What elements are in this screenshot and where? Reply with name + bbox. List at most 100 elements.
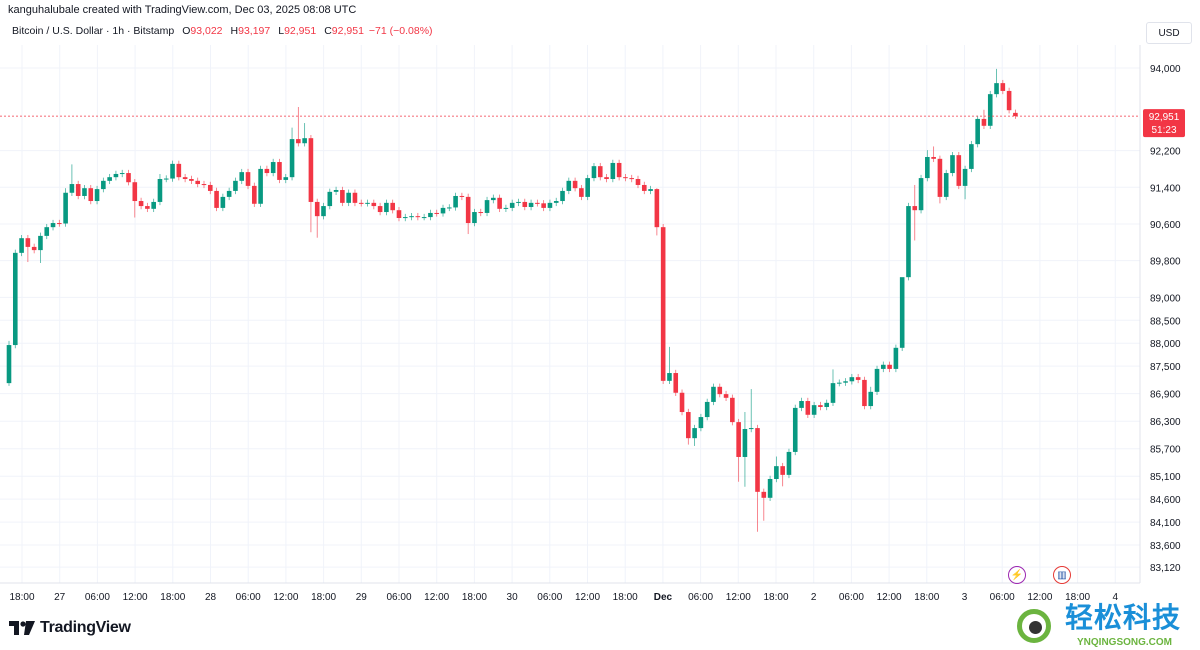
- time-tick-label: 06:00: [990, 592, 1015, 603]
- candle-body: [799, 401, 804, 408]
- candle: [415, 212, 421, 221]
- candle-body: [635, 179, 641, 185]
- candle: [333, 186, 339, 196]
- candle-body: [12, 252, 18, 346]
- candle: [195, 177, 200, 188]
- price-tick-label: 89,000: [1150, 293, 1181, 304]
- candle: [975, 115, 980, 148]
- candle-body: [176, 163, 182, 178]
- candle: [692, 424, 697, 446]
- currency-button[interactable]: USD: [1146, 22, 1192, 44]
- candle: [94, 185, 100, 205]
- price-tick-label: 84,100: [1150, 518, 1181, 529]
- time-tick-label: 12:00: [575, 592, 600, 603]
- candle: [340, 186, 345, 207]
- time-tick-label: 06:00: [85, 592, 110, 603]
- symbol-legend: Bitcoin / U.S. Dollar · 1h · Bitstamp O9…: [6, 21, 439, 41]
- candle-body: [207, 184, 213, 191]
- candle: [365, 199, 370, 207]
- candle: [264, 165, 270, 177]
- candle: [38, 232, 43, 263]
- candle: [75, 180, 81, 200]
- candle-body: [101, 180, 106, 190]
- candle-body: [704, 401, 710, 418]
- price-tick-label: 89,800: [1150, 257, 1181, 268]
- time-tick-label: 12:00: [123, 592, 148, 603]
- candle: [572, 177, 578, 192]
- price-axis[interactable]: 94,000 92,200 91,400 90,600 89,800 89,000 88,5…: [1150, 64, 1181, 574]
- candle-body: [535, 202, 540, 204]
- candle: [585, 174, 590, 201]
- candle-body: [396, 210, 402, 218]
- earnings-flash-icon[interactable]: ⚡: [1008, 566, 1026, 584]
- candle-body: [925, 156, 930, 179]
- candle-body: [780, 466, 785, 475]
- tradingview-logo[interactable]: TradingView: [9, 619, 131, 637]
- candle: [843, 378, 848, 386]
- candle: [57, 219, 62, 227]
- candle-body: [50, 223, 56, 228]
- candle-body: [226, 190, 232, 197]
- candle: [245, 168, 251, 190]
- time-tick-label: 18:00: [462, 592, 487, 603]
- candle: [503, 204, 509, 213]
- candle-body: [163, 178, 169, 180]
- candle-body: [893, 347, 899, 369]
- candle: [925, 150, 930, 182]
- candle: [616, 159, 622, 181]
- candle: [767, 475, 773, 502]
- open-value: 93,022: [190, 25, 223, 37]
- price-tick-label: 84,600: [1150, 495, 1181, 506]
- time-tick-label: 27: [54, 592, 66, 603]
- candle-body: [31, 246, 37, 251]
- candle-body: [956, 155, 962, 186]
- time-tick-label: 06:00: [537, 592, 562, 603]
- candle-body: [145, 206, 150, 209]
- candle: [799, 397, 804, 412]
- candle-body: [686, 412, 691, 439]
- candle: [440, 204, 446, 217]
- candle-body: [233, 180, 238, 191]
- candle: [950, 151, 955, 177]
- candle-body: [792, 407, 798, 452]
- candle: [157, 173, 163, 206]
- time-tick-label: 06:00: [236, 592, 261, 603]
- us-economic-event-icon[interactable]: ▥: [1053, 566, 1071, 584]
- candle-body: [786, 451, 792, 475]
- price-tick-label: 87,500: [1150, 362, 1181, 373]
- candle: [792, 404, 798, 456]
- candle-body: [75, 184, 81, 196]
- time-tick-label: 4: [1113, 592, 1119, 603]
- candle: [811, 401, 817, 418]
- close-value: 92,951: [331, 25, 364, 37]
- candle: [717, 383, 723, 398]
- candle-body: [258, 168, 263, 204]
- candle-body: [641, 184, 647, 191]
- candle-body: [717, 386, 723, 395]
- candle-body: [497, 197, 502, 209]
- candle: [818, 401, 823, 411]
- candle-body: [623, 177, 628, 179]
- candle: [723, 390, 729, 402]
- candle: [214, 187, 219, 212]
- chart-credit: kanguhalubale created with TradingView.c…: [8, 4, 357, 16]
- candle: [906, 202, 911, 281]
- candle: [660, 223, 666, 385]
- symbol-title[interactable]: Bitcoin / U.S. Dollar · 1h · Bitstamp: [12, 25, 175, 37]
- candle-body: [547, 202, 553, 208]
- time-axis[interactable]: 18:00 27 06:00 12:00 18:00 28 06:00 12:00 18:00 2…: [9, 592, 1118, 603]
- candle-body: [975, 118, 980, 145]
- candle-body: [44, 227, 50, 236]
- candle: [868, 386, 874, 410]
- candle-body: [597, 166, 603, 178]
- candle-body: [906, 206, 911, 278]
- candle: [755, 424, 760, 532]
- candle-body: [138, 201, 144, 207]
- candle-body: [377, 206, 383, 213]
- candle-body: [629, 178, 635, 180]
- candle-body: [170, 163, 175, 179]
- candle: [528, 199, 534, 211]
- candle: [491, 194, 496, 204]
- candle-body: [201, 184, 207, 186]
